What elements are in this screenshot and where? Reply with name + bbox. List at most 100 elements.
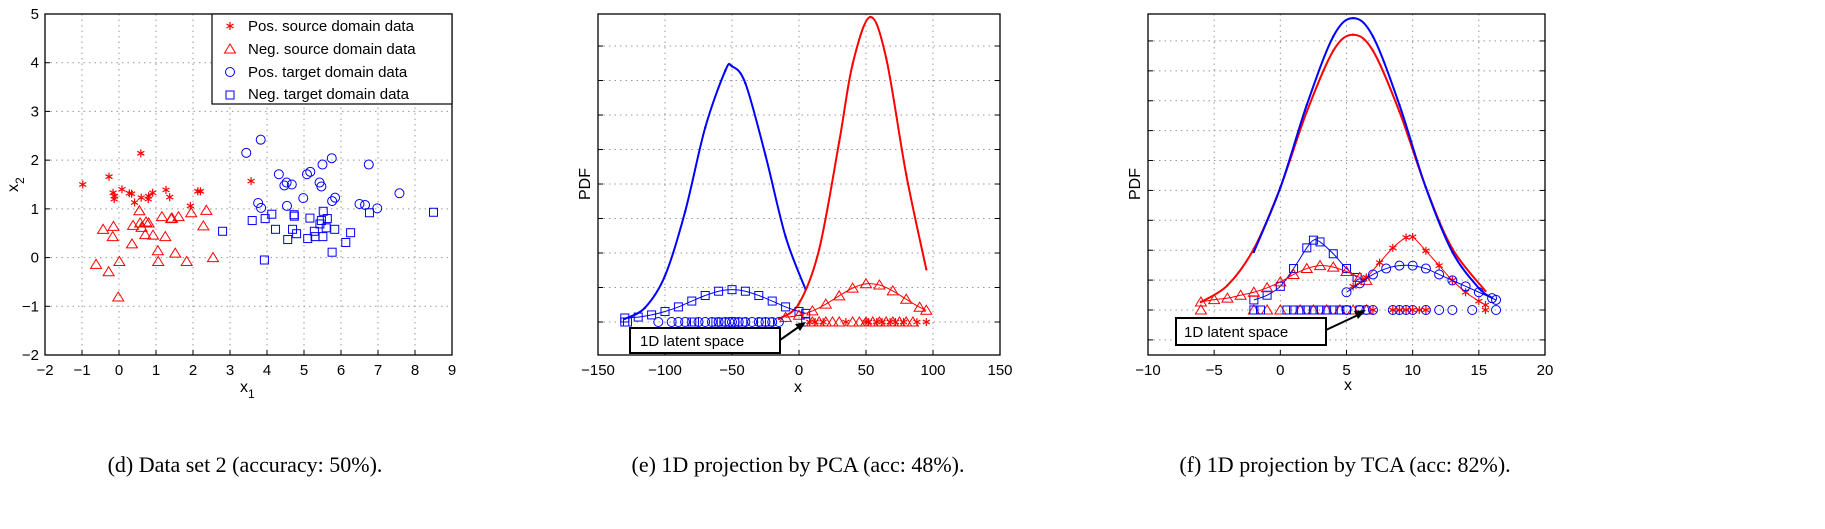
x-tick-label: 150: [987, 362, 1012, 379]
curve-point: [1407, 260, 1418, 271]
latent-point: [1407, 305, 1418, 315]
series-1: [777, 15, 928, 321]
curve-point: [838, 140, 841, 144]
curve-point: [1226, 284, 1229, 287]
data-point: [360, 199, 371, 210]
y-tick-label: 3: [31, 103, 39, 120]
x-tick-label: 0: [115, 362, 123, 379]
latent-point: [1367, 305, 1378, 315]
star-stroke: [1422, 248, 1430, 254]
data-point: [298, 193, 309, 204]
data-point: [137, 149, 145, 158]
data-point: [78, 180, 87, 189]
data-point: [279, 180, 290, 191]
x-tick-label: 2: [189, 362, 197, 379]
latent-point: [1394, 305, 1405, 315]
latent-point: [773, 317, 784, 327]
data-point: [327, 196, 338, 207]
latent-point: [1389, 306, 1397, 314]
curve-point: [1375, 258, 1384, 267]
x-axis-label: x: [1344, 377, 1352, 394]
curve-point: [905, 173, 908, 176]
panel-d-scatter: −2 −1 0 1 2 3 4 5 6 7 8 9 −2 −1 0 1 2 3 4 5: [22, 6, 456, 379]
curve-point: [1371, 49, 1375, 52]
curve-point: [1353, 271, 1367, 282]
star-stroke: [1422, 307, 1430, 313]
star-stroke: [196, 188, 205, 194]
y-axis-label: x2: [5, 177, 27, 192]
x-tick-label: −2: [36, 362, 53, 379]
curve-point: [633, 312, 643, 322]
latent-point: [1481, 306, 1490, 314]
data-point: [346, 228, 356, 238]
latent-point: [852, 316, 866, 327]
curve-point: [1398, 110, 1401, 113]
curve-point: [1351, 16, 1355, 20]
x-tick-label: 5: [300, 362, 308, 379]
data-point: [218, 226, 228, 236]
latent-point: [765, 317, 775, 327]
curve-point: [859, 277, 873, 289]
data-point: [289, 211, 299, 221]
series-0: [623, 62, 807, 321]
annotation-text: 1D latent space: [1184, 324, 1288, 341]
latent-point: [1491, 305, 1502, 315]
latent-point: [891, 318, 900, 326]
data-point: [372, 203, 383, 214]
curve-point: [873, 279, 886, 290]
data-point: [318, 232, 328, 242]
curve-point: [819, 298, 833, 309]
data-point: [127, 189, 136, 198]
data-point: [273, 169, 284, 180]
latent-point: [864, 318, 873, 326]
curve-point: [1389, 243, 1397, 252]
x-tick-label: −100: [648, 362, 682, 379]
curve-point: [1354, 278, 1365, 289]
star-stroke: [165, 194, 174, 200]
star-stroke: [1389, 245, 1397, 251]
latent-point: [1249, 305, 1259, 315]
curve-point: [868, 15, 872, 19]
curve-point: [1315, 237, 1325, 247]
data-point: [126, 219, 140, 230]
data-point: [316, 216, 326, 226]
x-tick-label: 0: [795, 362, 803, 379]
curve-point: [1381, 263, 1392, 274]
data-point: [271, 224, 281, 234]
latent-point: [1402, 306, 1410, 314]
curve-point: [754, 291, 764, 301]
latent-point: [1328, 305, 1338, 315]
curve-point: [1341, 287, 1352, 298]
latent-point: [1289, 305, 1299, 315]
star-stroke: [922, 319, 931, 325]
series-9: [1369, 306, 1490, 314]
panel-f-tca-projection: −10 −5 0 5 10 15 20: [1135, 13, 1553, 379]
y-tick-label: 5: [31, 6, 39, 23]
star-stroke: [1402, 234, 1410, 241]
curve-point: [1424, 186, 1428, 189]
legend-entry: Pos. source domain data: [248, 18, 415, 35]
curve-point: [740, 286, 750, 296]
pdf-curve: [778, 16, 928, 320]
data-point: [363, 159, 374, 170]
curve-point: [1367, 269, 1378, 280]
data-point: [206, 251, 220, 263]
star-stroke: [226, 23, 234, 29]
curve-point: [1351, 33, 1355, 36]
y-tick-label: 1: [31, 201, 39, 218]
x-tick-label: 0: [1276, 362, 1284, 379]
latent-point: [700, 317, 711, 327]
series-pos-source-domain-data: [78, 149, 255, 210]
curve-point: [1371, 35, 1375, 38]
curve-point: [797, 302, 801, 305]
latent-point: [878, 318, 886, 326]
latent-point: [666, 317, 677, 327]
x-tick-label: 6: [337, 362, 345, 379]
data-point: [106, 230, 120, 242]
star-stroke: [1461, 289, 1470, 295]
curve-point: [1260, 281, 1274, 293]
x-axis-label: x: [794, 379, 802, 396]
latent-point: [1295, 305, 1305, 315]
star-stroke: [1369, 307, 1377, 313]
latent-point: [1255, 305, 1265, 315]
